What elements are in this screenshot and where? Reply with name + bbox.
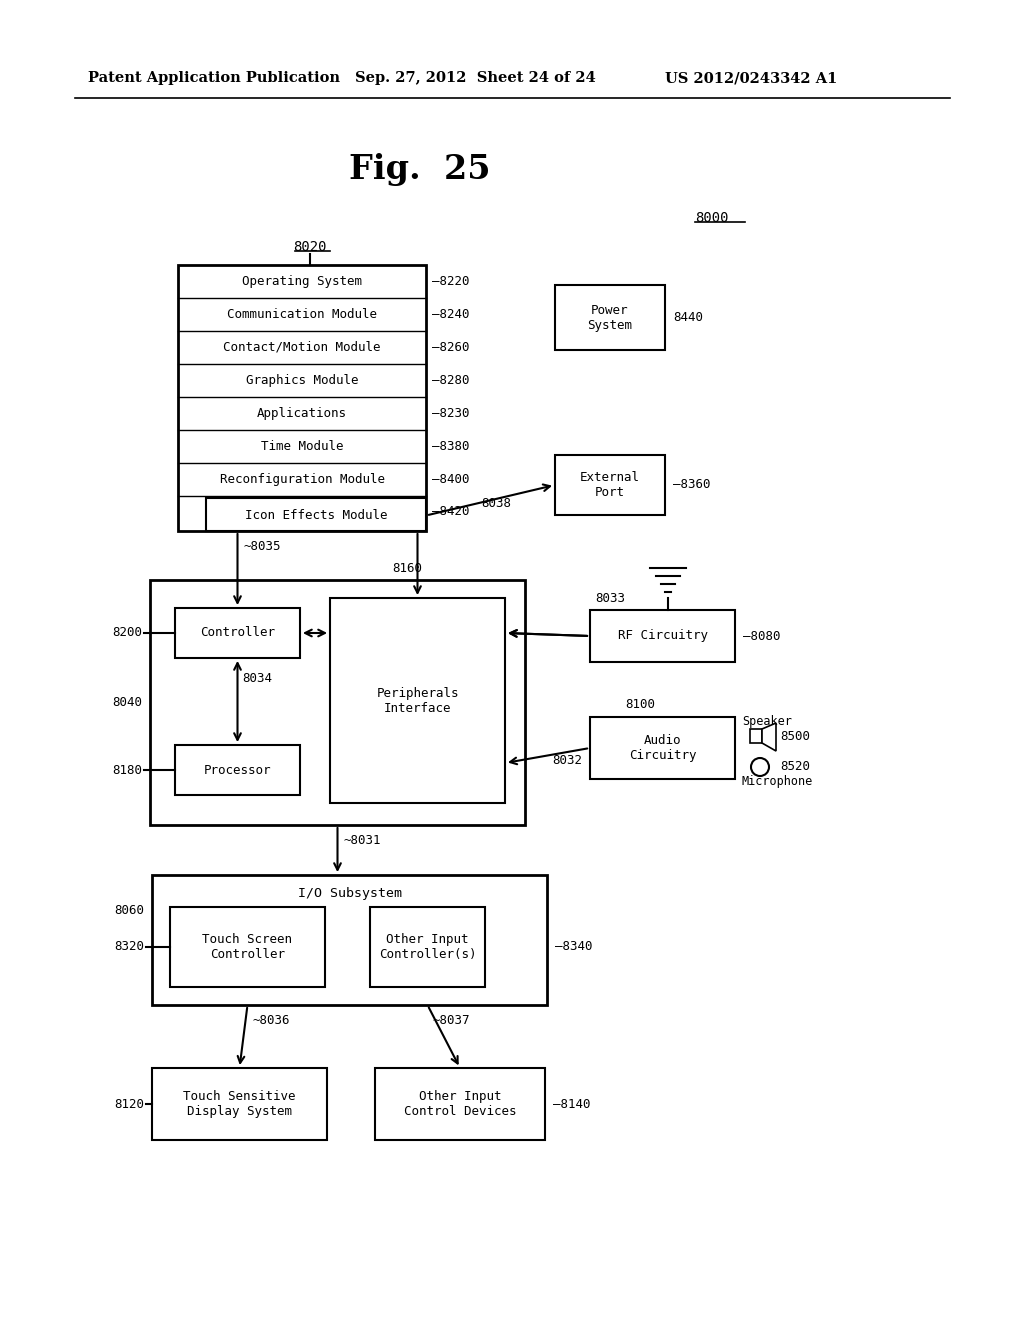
Text: Touch Sensitive
Display System: Touch Sensitive Display System xyxy=(183,1090,296,1118)
Text: Peripherals
Interface: Peripherals Interface xyxy=(376,686,459,714)
Circle shape xyxy=(751,758,769,776)
Text: ~8037: ~8037 xyxy=(432,1015,470,1027)
Text: 8020: 8020 xyxy=(293,240,327,253)
Text: 8500: 8500 xyxy=(780,730,810,742)
Bar xyxy=(175,744,300,795)
Text: Applications: Applications xyxy=(257,407,347,420)
Polygon shape xyxy=(762,723,776,751)
Text: 8033: 8033 xyxy=(595,591,625,605)
Text: —8420: —8420 xyxy=(432,506,469,517)
Text: —8260: —8260 xyxy=(432,341,469,354)
Bar xyxy=(555,285,665,350)
Text: Controller: Controller xyxy=(200,627,275,639)
Bar xyxy=(170,907,325,987)
Text: 8120: 8120 xyxy=(114,1097,144,1110)
Text: 8100: 8100 xyxy=(625,698,655,711)
Text: Reconfiguration Module: Reconfiguration Module xyxy=(219,473,384,486)
Text: Patent Application Publication: Patent Application Publication xyxy=(88,71,340,84)
Text: 8060: 8060 xyxy=(114,903,144,916)
Text: Icon Effects Module: Icon Effects Module xyxy=(245,510,387,521)
Text: External
Port: External Port xyxy=(580,471,640,499)
Bar xyxy=(370,907,485,987)
Text: Communication Module: Communication Module xyxy=(227,308,377,321)
Bar xyxy=(330,598,505,803)
Text: 8440: 8440 xyxy=(673,312,703,323)
Bar xyxy=(590,610,735,663)
Text: 8032: 8032 xyxy=(552,754,582,767)
Text: Fig.  25: Fig. 25 xyxy=(349,153,490,186)
Text: 8034: 8034 xyxy=(243,672,272,685)
Text: ~8035: ~8035 xyxy=(244,540,281,553)
Text: Power
System: Power System xyxy=(588,304,633,331)
Text: Contact/Motion Module: Contact/Motion Module xyxy=(223,341,381,354)
Text: Time Module: Time Module xyxy=(261,440,343,453)
Bar xyxy=(206,498,426,531)
Bar xyxy=(375,1068,545,1140)
Bar xyxy=(178,265,426,531)
Text: Sep. 27, 2012  Sheet 24 of 24: Sep. 27, 2012 Sheet 24 of 24 xyxy=(355,71,596,84)
Text: 8000: 8000 xyxy=(695,211,728,224)
Text: —8230: —8230 xyxy=(432,407,469,420)
Text: —8080: —8080 xyxy=(743,630,780,643)
Text: 8038: 8038 xyxy=(481,498,511,510)
Text: —8340: —8340 xyxy=(555,940,593,953)
Text: ~8031: ~8031 xyxy=(343,834,381,847)
Text: 8320: 8320 xyxy=(114,940,144,953)
Text: Operating System: Operating System xyxy=(242,275,362,288)
Text: 8040: 8040 xyxy=(112,696,142,709)
Text: 8160: 8160 xyxy=(392,561,423,574)
Text: US 2012/0243342 A1: US 2012/0243342 A1 xyxy=(665,71,838,84)
Text: Other Input
Control Devices: Other Input Control Devices xyxy=(403,1090,516,1118)
Bar xyxy=(590,717,735,779)
Bar xyxy=(750,729,762,743)
Bar xyxy=(152,875,547,1005)
Text: 8520: 8520 xyxy=(780,760,810,774)
Text: —8380: —8380 xyxy=(432,440,469,453)
Text: Processor: Processor xyxy=(204,763,271,776)
Text: RF Circuitry: RF Circuitry xyxy=(617,630,708,643)
Text: 8180: 8180 xyxy=(112,763,142,776)
Text: —8280: —8280 xyxy=(432,374,469,387)
Text: Graphics Module: Graphics Module xyxy=(246,374,358,387)
Bar xyxy=(152,1068,327,1140)
Text: Microphone: Microphone xyxy=(742,775,813,788)
Text: —8240: —8240 xyxy=(432,308,469,321)
Text: ~8036: ~8036 xyxy=(253,1015,290,1027)
Text: Other Input
Controller(s): Other Input Controller(s) xyxy=(379,933,476,961)
Bar xyxy=(555,455,665,515)
Text: Audio
Circuitry: Audio Circuitry xyxy=(629,734,696,762)
Text: —8140: —8140 xyxy=(553,1097,591,1110)
Text: —8360: —8360 xyxy=(673,479,711,491)
Text: —8400: —8400 xyxy=(432,473,469,486)
Text: Speaker: Speaker xyxy=(742,714,792,727)
Text: —8220: —8220 xyxy=(432,275,469,288)
Text: Touch Screen
Controller: Touch Screen Controller xyxy=(203,933,293,961)
Bar xyxy=(150,579,525,825)
Text: I/O Subsystem: I/O Subsystem xyxy=(298,887,401,899)
Text: 8200: 8200 xyxy=(112,627,142,639)
Bar xyxy=(175,609,300,657)
